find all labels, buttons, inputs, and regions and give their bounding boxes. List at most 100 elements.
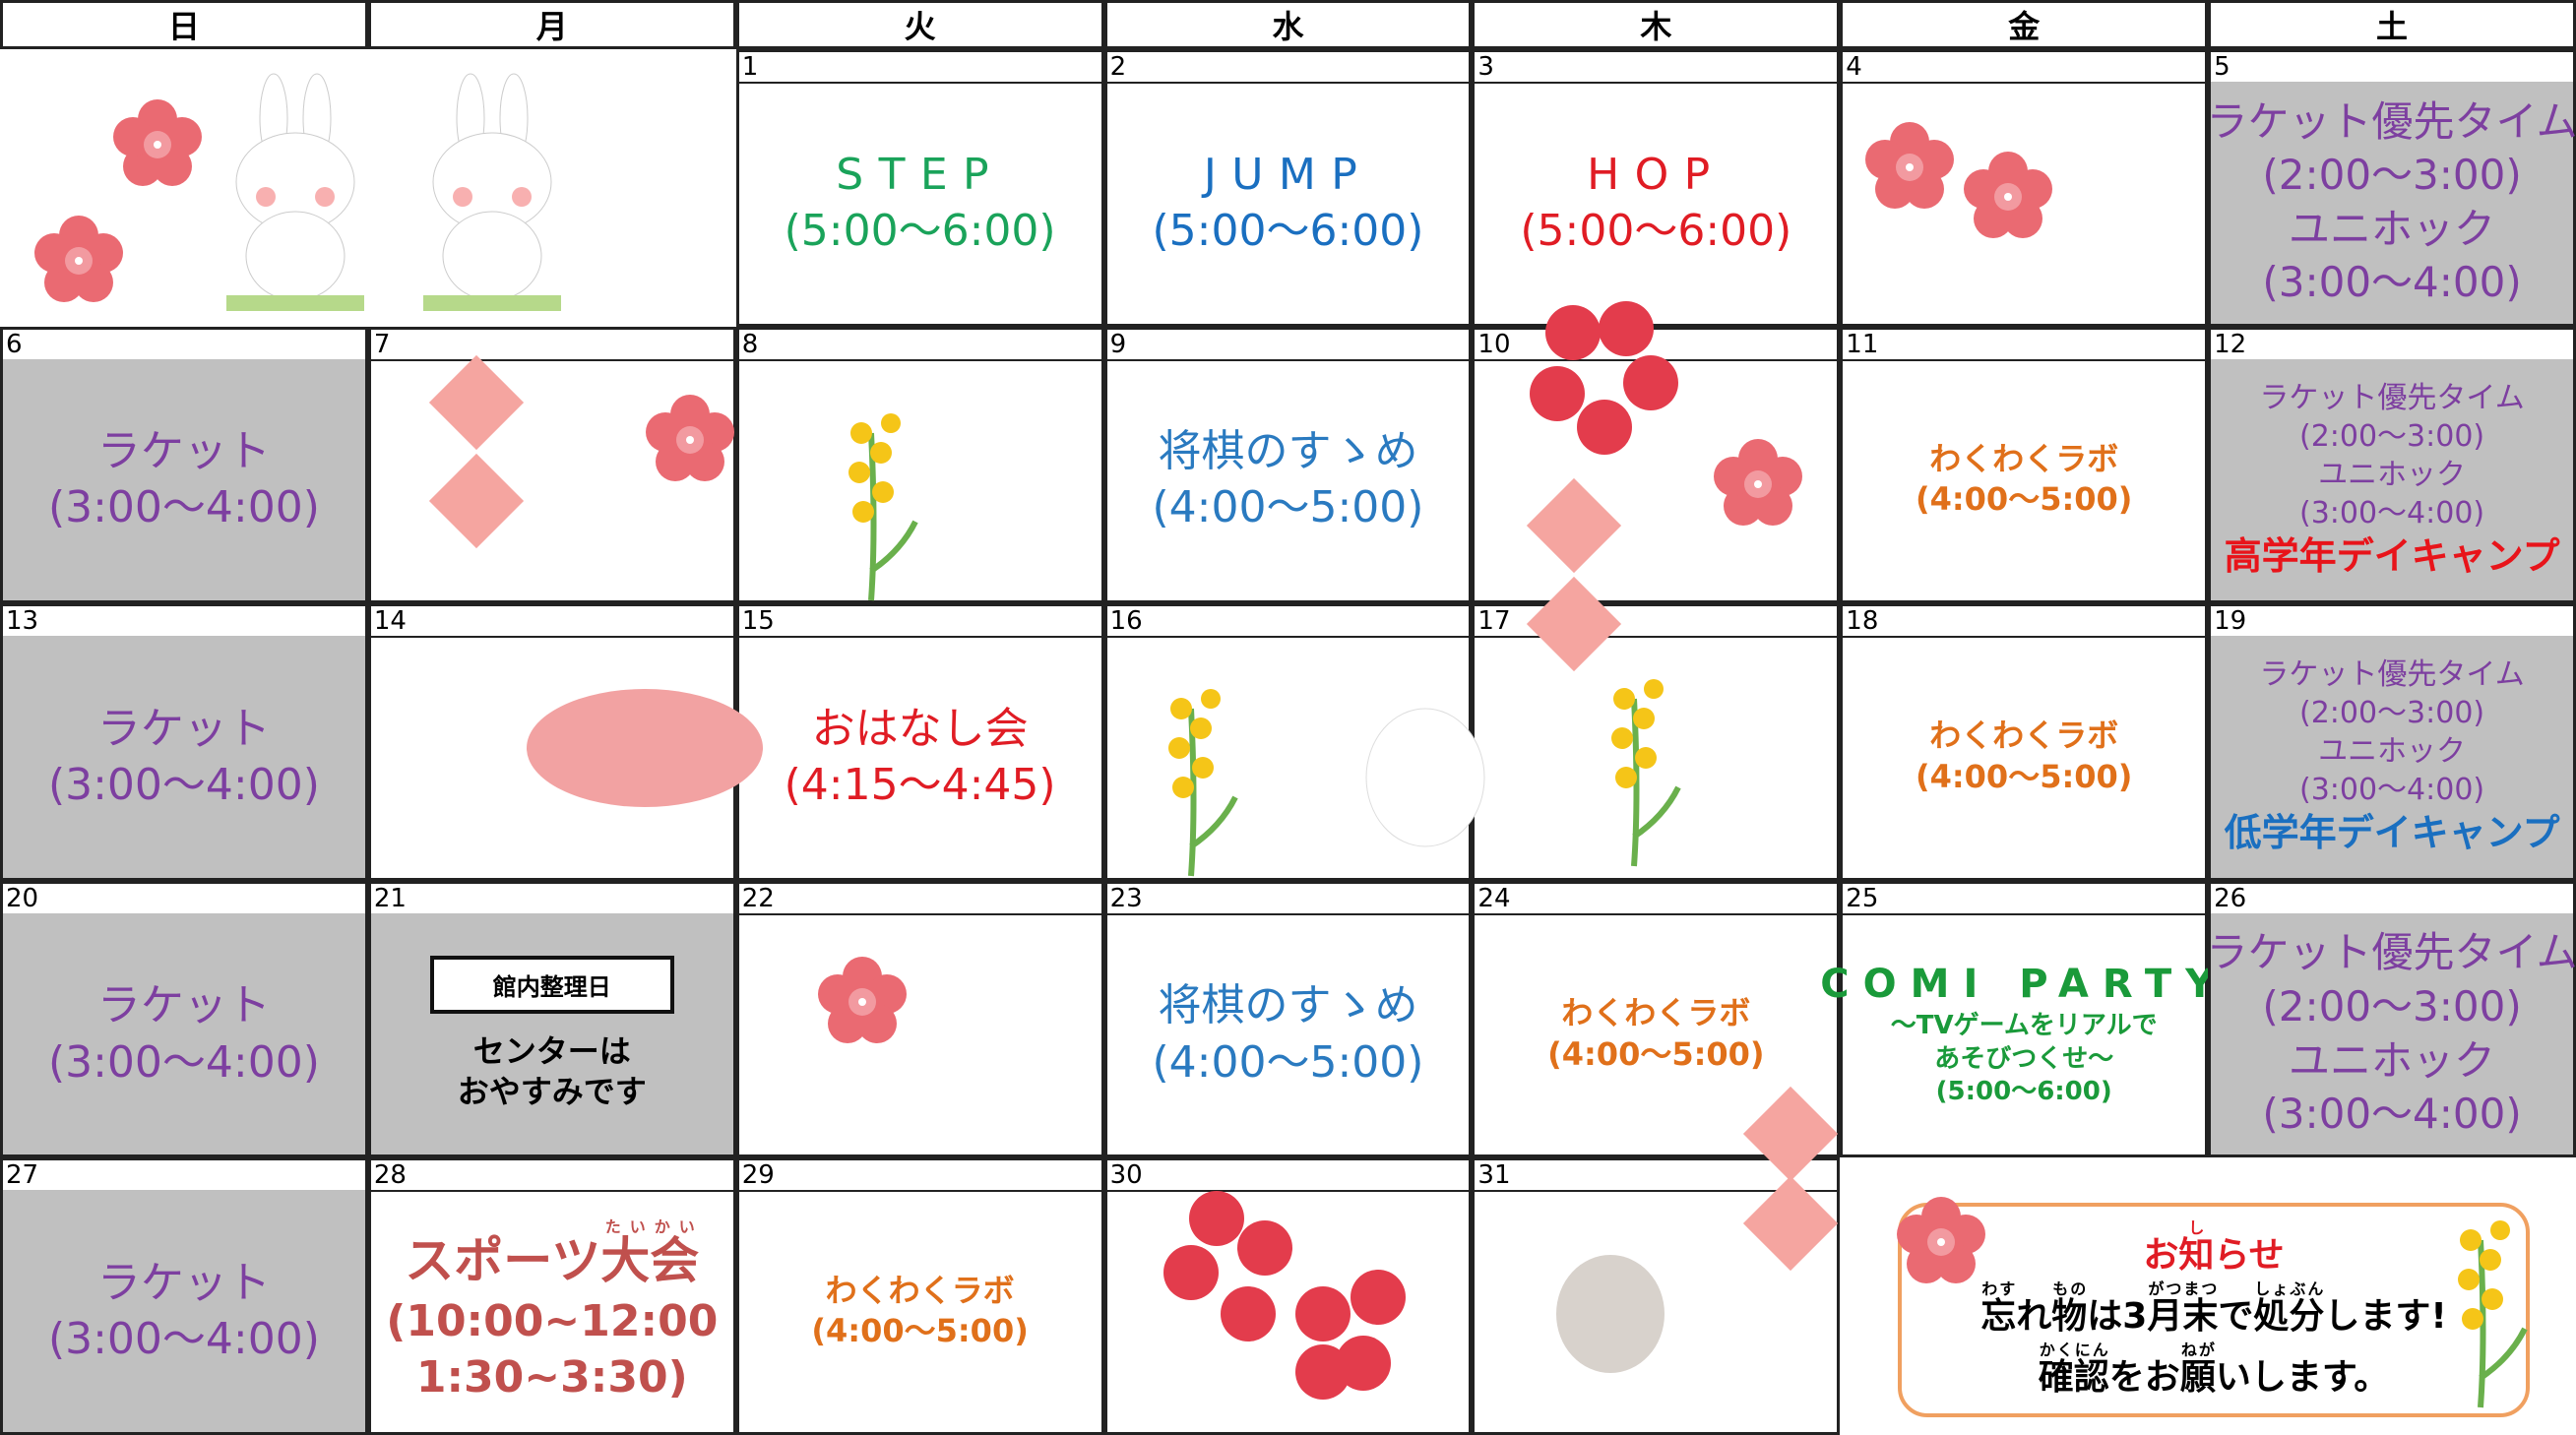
cell-content: JUMP (5:00〜6:00) <box>1107 82 1470 324</box>
day-cell: 28 スポーツ大会たいかい (10:00~12:00 1:30~3:30) <box>367 1157 736 1435</box>
day-number: 6 <box>3 329 365 361</box>
event-line: (3:00〜4:00) <box>2262 258 2522 307</box>
ruby-text: まつ <box>2182 1279 2219 1299</box>
cell-content <box>739 913 1101 1155</box>
day-cell: 26 ラケット優先タイム (2:00〜3:00) ユニホック (3:00〜4:00) <box>2206 880 2576 1158</box>
ruby-text: しょぶん <box>2253 1279 2325 1299</box>
day-cell: 27 ラケット (3:00〜4:00) <box>0 1157 368 1435</box>
event-note: 高学年デイキャンプ <box>2224 533 2560 578</box>
ruby-text: がつ <box>2147 1279 2183 1299</box>
event-line: ラケット <box>96 703 271 754</box>
day-cell: 10 <box>1472 326 1841 604</box>
cell-content <box>1107 1190 1470 1432</box>
event-line: 将棋のすゝめ <box>1158 980 1418 1031</box>
day-number: 16 <box>1106 606 1470 639</box>
event-line: 1:30~3:30) <box>415 1351 688 1403</box>
day-cell: 13 ラケット (3:00〜4:00) <box>0 603 368 881</box>
day-number: 18 <box>1843 606 2206 639</box>
event-line: (3:00〜4:00) <box>2298 495 2485 530</box>
weekday-header: 水 <box>1103 0 1473 49</box>
ruby: 末まつ <box>2182 1279 2218 1337</box>
ruby-text: かくにん <box>2038 1340 2109 1359</box>
day-cell: 29 わくわくラボ (4:00〜5:00) <box>735 1157 1104 1435</box>
day-cell: 18 わくわくラボ (4:00〜5:00) <box>1840 603 2209 881</box>
event-line: ラケット優先タイム <box>2259 657 2525 693</box>
day-number: 12 <box>2211 329 2573 361</box>
day-cell: 14 <box>367 603 736 881</box>
ruby-text: し <box>2178 1218 2215 1238</box>
cell-content: STEP (5:00〜6:00) <box>739 82 1101 324</box>
event-line: ユニホック <box>2289 1035 2496 1085</box>
ruby: 願ねが <box>2179 1341 2216 1398</box>
event-line: ラケット優先タイム <box>2206 96 2576 146</box>
day-cell: 4 <box>1840 49 2209 327</box>
day-number: 22 <box>738 883 1101 915</box>
ruby: 知し <box>2178 1218 2214 1276</box>
text: れ <box>2016 1296 2052 1338</box>
cell-content: ラケット (3:00〜4:00) <box>3 636 365 878</box>
day-number: 7 <box>370 329 733 361</box>
event-line: ラケット <box>96 426 271 477</box>
event-line: (10:00~12:00 <box>386 1295 719 1346</box>
text: します! <box>2324 1296 2447 1338</box>
day-number: 30 <box>1106 1160 1470 1193</box>
event-line: (4:15〜4:45) <box>784 759 1056 810</box>
event-line: (4:00〜5:00) <box>1152 482 1424 533</box>
notice-line: 確認かくにんをお願ねがいします。 <box>2039 1341 2389 1402</box>
ruby: 大会たいかい <box>600 1217 700 1289</box>
day-cell: 1 STEP (5:00〜6:00) <box>735 49 1104 327</box>
event-line: ユニホック <box>2289 204 2496 253</box>
event-line: ラケット優先タイム <box>2206 928 2576 977</box>
day-cell: 23 将棋のすゝめ (4:00〜5:00) <box>1103 880 1473 1158</box>
day-cell: 21 館内整理日 センターは おやすみです <box>367 880 736 1158</box>
cell-content: ラケット優先タイム (2:00〜3:00) ユニホック (3:00〜4:00) <box>2206 912 2576 1155</box>
cell-content <box>1475 636 1837 878</box>
cell-content: ラケット (3:00〜4:00) <box>3 1190 365 1432</box>
ruby: 処分しょぶん <box>2253 1279 2324 1337</box>
event-line: (5:00〜6:00) <box>1935 1077 2112 1107</box>
ruby-text: もの <box>2051 1279 2088 1299</box>
cell-content: わくわくラボ (4:00〜5:00) <box>739 1190 1101 1432</box>
event-line: (4:00〜5:00) <box>811 1312 1029 1350</box>
cell-content: ラケット優先タイム (2:00〜3:00) ユニホック (3:00〜4:00) <box>2206 82 2576 324</box>
day-number: 11 <box>1843 329 2206 361</box>
cell-content: ラケット優先タイム (2:00〜3:00) ユニホック (3:00〜4:00) 低学年デ… <box>2211 636 2573 878</box>
day-cell: 31 <box>1472 1157 1841 1435</box>
event-line: (3:00〜4:00) <box>47 1036 320 1088</box>
event-line: わくわくラボ <box>1929 439 2119 477</box>
ruby-base: 大会 <box>600 1231 700 1289</box>
event-line: ラケット <box>96 980 271 1031</box>
notice: お知しらせ 忘わすれ物ものは3月がつ末まつで処分しょぶんします! 確認かくにんを… <box>1898 1203 2530 1417</box>
cell-content: 将棋のすゝめ (4:00〜5:00) <box>1107 913 1470 1155</box>
weekday-header: 火 <box>735 0 1104 49</box>
event-line: 〜TVゲームをリアルで <box>1890 1010 2158 1040</box>
cell-content: わくわくラボ (4:00〜5:00) <box>1475 913 1837 1155</box>
day-number: 8 <box>738 329 1101 361</box>
ruby-text: たいかい <box>600 1217 700 1236</box>
cell-content: おはなし会 (4:15〜4:45) <box>739 636 1101 878</box>
day-cell: 24 わくわくラボ (4:00〜5:00) <box>1472 880 1841 1158</box>
day-cell: 20 ラケット (3:00〜4:00) <box>0 880 368 1158</box>
cell-content: ラケット (3:00〜4:00) <box>3 912 365 1155</box>
day-cell: 25 COMI PARTY 〜TVゲームをリアルで あそびつくせ〜 (5:00〜6:00… <box>1820 880 2214 1158</box>
day-cell: 2 JUMP (5:00〜6:00) <box>1103 49 1473 327</box>
day-cell: 6 ラケット (3:00〜4:00) <box>0 326 368 604</box>
ruby-base: 物 <box>2051 1296 2088 1338</box>
ruby: 月がつ <box>2147 1279 2182 1337</box>
ruby-text: ねが <box>2179 1340 2216 1359</box>
day-number: 4 <box>1843 52 2206 84</box>
notice-box: 館内整理日 <box>429 955 674 1014</box>
event-line: (2:00〜3:00) <box>2262 982 2522 1030</box>
event-line: JUMP <box>1203 149 1373 200</box>
event-line: スポーツ大会たいかい <box>405 1217 699 1293</box>
day-number: 14 <box>370 606 733 639</box>
event-line: ユニホック <box>2318 457 2467 492</box>
event-line: あそびつくせ〜 <box>1934 1043 2114 1074</box>
day-number: 28 <box>370 1160 733 1193</box>
weekday-header: 土 <box>2208 0 2576 49</box>
day-cell: 17 <box>1472 603 1841 881</box>
text: で <box>2218 1296 2254 1338</box>
ruby-base: 願 <box>2179 1356 2216 1398</box>
cell-content <box>1843 82 2205 324</box>
day-cell: 12 ラケット優先タイム (2:00〜3:00) ユニホック (3:00〜4:00) 高学… <box>2208 326 2576 604</box>
